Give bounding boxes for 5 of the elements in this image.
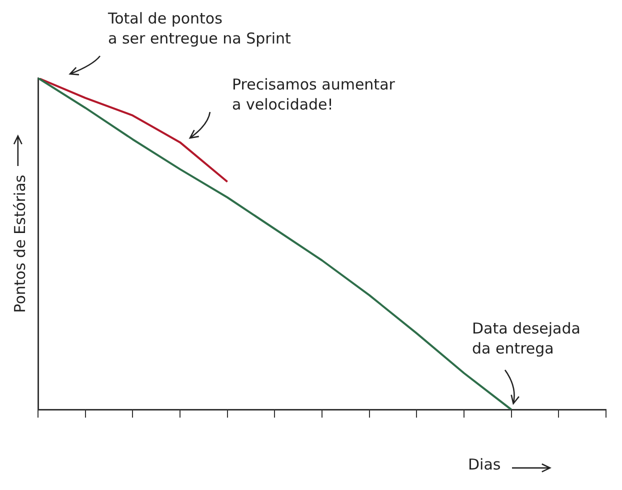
- text: Total de pontos a ser entregue na Sprint: [107, 9, 291, 48]
- annotation: Precisamos aumentar a velocidade!: [232, 75, 396, 114]
- x-axis-title: Dias: [468, 455, 501, 474]
- annotation: Data desejada da entrega: [472, 319, 580, 358]
- y-axis-title: Pontos de Estórias: [10, 174, 29, 313]
